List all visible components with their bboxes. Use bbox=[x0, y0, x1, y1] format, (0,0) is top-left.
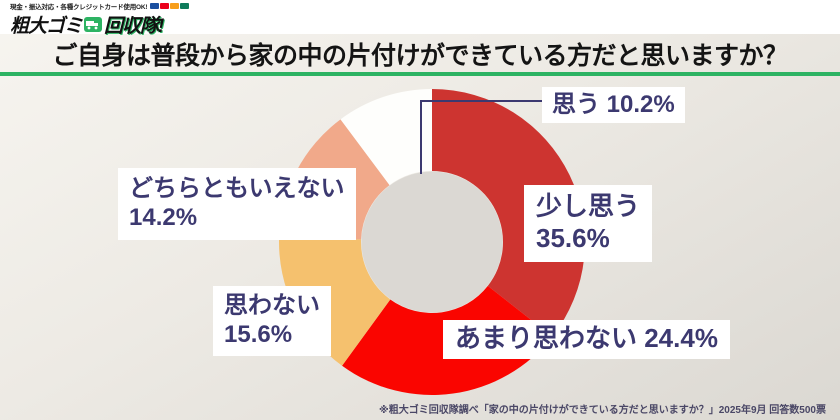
logo-text-left: 粗大ゴミ bbox=[10, 16, 83, 37]
visa-card-icon bbox=[150, 3, 160, 9]
brand-logo: 現金・振込対応・各種クレジットカード使用OK! 粗大ゴミ bbox=[10, 2, 190, 38]
callout-sukoshi-label: 少し思う bbox=[536, 191, 641, 221]
amex-card-icon bbox=[180, 3, 190, 9]
logo-text-right: 回収隊! bbox=[104, 16, 164, 37]
callout-sukoshi-value: 35.6% bbox=[536, 222, 610, 253]
callout-omowanai: 思わない 15.6% bbox=[213, 286, 331, 356]
green-divider-line bbox=[0, 72, 840, 76]
callout-dochira-value: 14.2% bbox=[129, 204, 198, 232]
jcb-card-icon bbox=[170, 3, 180, 9]
donut-segment-0 bbox=[432, 89, 585, 337]
header-bar: 現金・振込対応・各種クレジットカード使用OK! 粗大ゴミ bbox=[0, 0, 840, 37]
mastercard-icon bbox=[160, 3, 170, 9]
callout-sukoshi-omou: 少し思う 35.6% bbox=[524, 185, 653, 263]
logo-tagline: 現金・振込対応・各種クレジットカード使用OK! bbox=[10, 4, 148, 11]
donut-segment-4 bbox=[340, 89, 432, 186]
callout-omou: 思う 10.2% bbox=[542, 87, 685, 124]
callout-omowanai-value: 15.6% bbox=[224, 321, 293, 349]
callout-dochira-label: どちらともいえない bbox=[129, 175, 345, 202]
truck-icon bbox=[84, 17, 103, 32]
survey-question-title: ご自身は普段から家の中の片付けができている方だと思いますか？ bbox=[52, 42, 788, 70]
survey-source-note: ※粗大ゴミ回収隊調べ「家の中の片付けができている方だと思いますか？」2025年9… bbox=[379, 405, 826, 416]
callout-amari-omowanai: あまり思わない 24.4% bbox=[443, 320, 730, 359]
donut-segment-2 bbox=[279, 236, 391, 366]
logo-row: 粗大ゴミ 回収隊! bbox=[10, 11, 189, 38]
callout-dochira: どちらともいえない 14.2% bbox=[118, 168, 356, 240]
donut-hole bbox=[361, 171, 503, 313]
payment-card-icons bbox=[150, 3, 190, 9]
logo-tagline-row: 現金・振込対応・各種クレジットカード使用OK! bbox=[10, 2, 190, 11]
callout-leader-line bbox=[420, 100, 544, 174]
callout-omowanai-label: 思わない bbox=[224, 292, 320, 319]
